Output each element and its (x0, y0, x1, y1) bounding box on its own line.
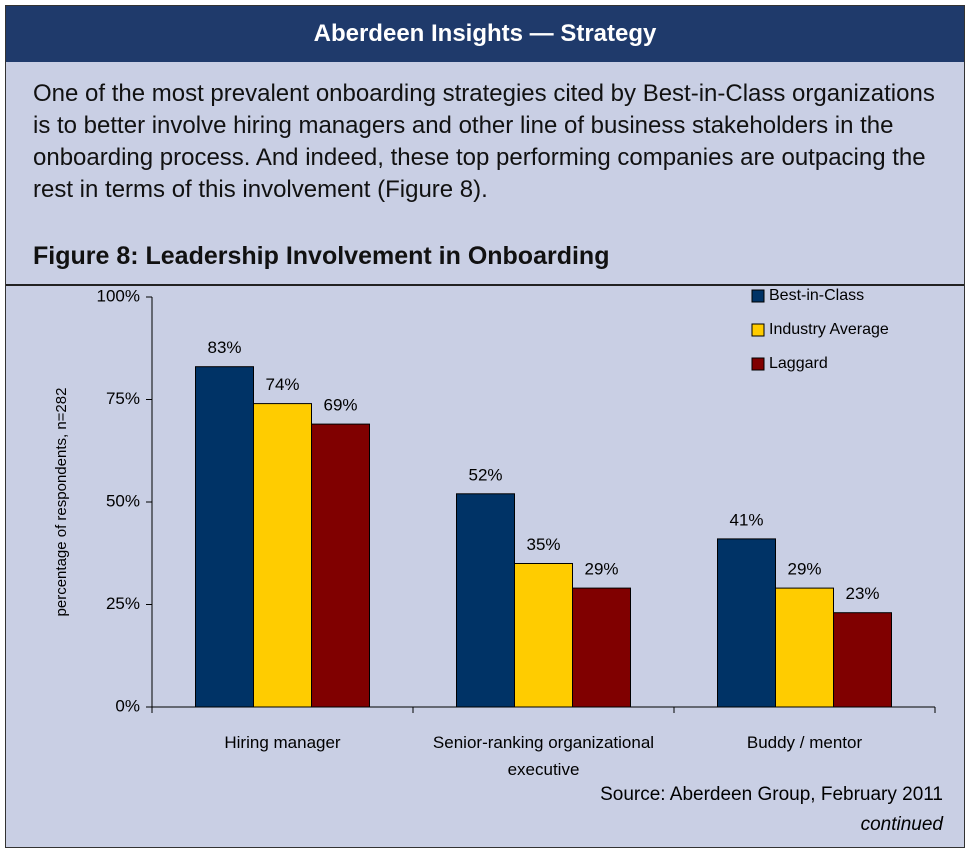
x-tick-label: Senior-ranking organizational executive (432, 733, 655, 779)
value-label: 29% (584, 560, 618, 579)
bar (195, 366, 254, 708)
header-title: Aberdeen Insights — Strategy (6, 6, 964, 62)
x-tick-label: Buddy / mentor (746, 733, 863, 752)
y-tick-label: 25% (106, 594, 140, 613)
value-label: 41% (729, 510, 763, 529)
paragraph: One of the most prevalent onboarding str… (33, 80, 935, 203)
source: Source: Aberdeen Group, February 2011 (600, 784, 943, 805)
bar (572, 587, 631, 708)
value-label: 29% (787, 560, 821, 579)
bar (311, 423, 370, 708)
value-label: 35% (526, 535, 560, 554)
bar (775, 587, 834, 708)
y-tick-label: 100% (97, 286, 140, 305)
bar (456, 493, 515, 708)
value-label: 83% (207, 338, 241, 357)
legend-label: Laggard (769, 355, 828, 372)
legend-swatch (751, 323, 765, 337)
chart-title: Figure 8: Leadership Involvement in Onbo… (33, 242, 610, 270)
value-label: 23% (845, 584, 879, 603)
y-axis-label: percentage of respondents, n=282 (53, 388, 70, 617)
legend-label: Industry Average (769, 321, 889, 338)
bar (514, 563, 573, 708)
value-label: 52% (468, 465, 502, 484)
x-tick-label: Hiring manager (224, 733, 341, 752)
bar (833, 612, 892, 708)
bar (717, 538, 776, 708)
value-label: 69% (323, 396, 357, 415)
y-tick-label: 75% (106, 389, 140, 408)
legend-label: Best-in-Class (769, 287, 864, 304)
legend-swatch (751, 289, 765, 303)
rule (6, 284, 964, 286)
bar (253, 403, 312, 708)
y-tick-label: 0% (115, 696, 140, 715)
continued: continued (860, 814, 943, 835)
legend-swatch (751, 357, 765, 371)
value-label: 74% (265, 375, 299, 394)
y-tick-label: 50% (106, 491, 140, 510)
